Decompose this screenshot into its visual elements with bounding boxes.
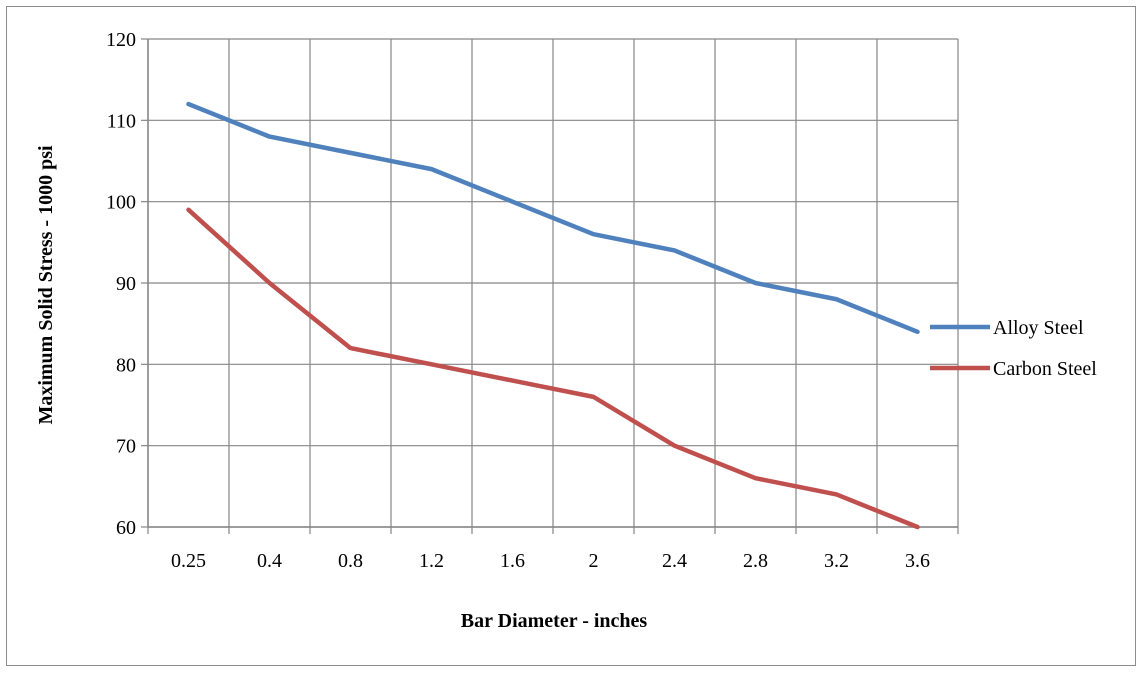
y-tick-label: 80: [116, 354, 136, 376]
series-line-carbon-steel: [186, 207, 920, 530]
axes: [141, 38, 959, 534]
y-tick-label: 60: [116, 517, 136, 539]
x-tick-label: 2.8: [743, 550, 768, 572]
x-tick-label: 3.2: [824, 550, 849, 572]
legend-label: Alloy Steel: [993, 317, 1084, 339]
legend-label: Carbon Steel: [993, 358, 1097, 380]
y-tick-label: 120: [106, 29, 136, 51]
y-tick-label: 90: [116, 273, 136, 295]
y-tick-label: 110: [107, 110, 136, 132]
x-tick-label: 1.6: [500, 550, 525, 572]
series-lines: [186, 101, 920, 530]
y-tick-label: 70: [116, 436, 136, 458]
legend: Alloy Steel Carbon Steel: [930, 317, 1097, 380]
x-tick-label: 0.25: [171, 550, 206, 572]
x-tick-label: 1.2: [419, 550, 444, 572]
chart-frame: [6, 6, 1136, 666]
y-tick-label: 100: [106, 192, 136, 214]
x-tick-label: 2: [589, 550, 599, 572]
y-axis-title: Maximum Solid Stress - 1000 psi: [35, 145, 57, 425]
x-tick-label: 0.8: [338, 550, 363, 572]
x-tick-label: 0.4: [257, 550, 282, 572]
series-line-alloy-steel: [186, 101, 920, 335]
x-axis-title: Bar Diameter - inches: [461, 610, 648, 632]
x-tick-label: 3.6: [905, 550, 930, 572]
x-tick-label: 2.4: [662, 550, 687, 572]
tick-labels: 60 70 80 90 100 110 120 0.25 0.4 0.8 1.2 1.6 2 2.4 2.8…: [106, 29, 930, 572]
